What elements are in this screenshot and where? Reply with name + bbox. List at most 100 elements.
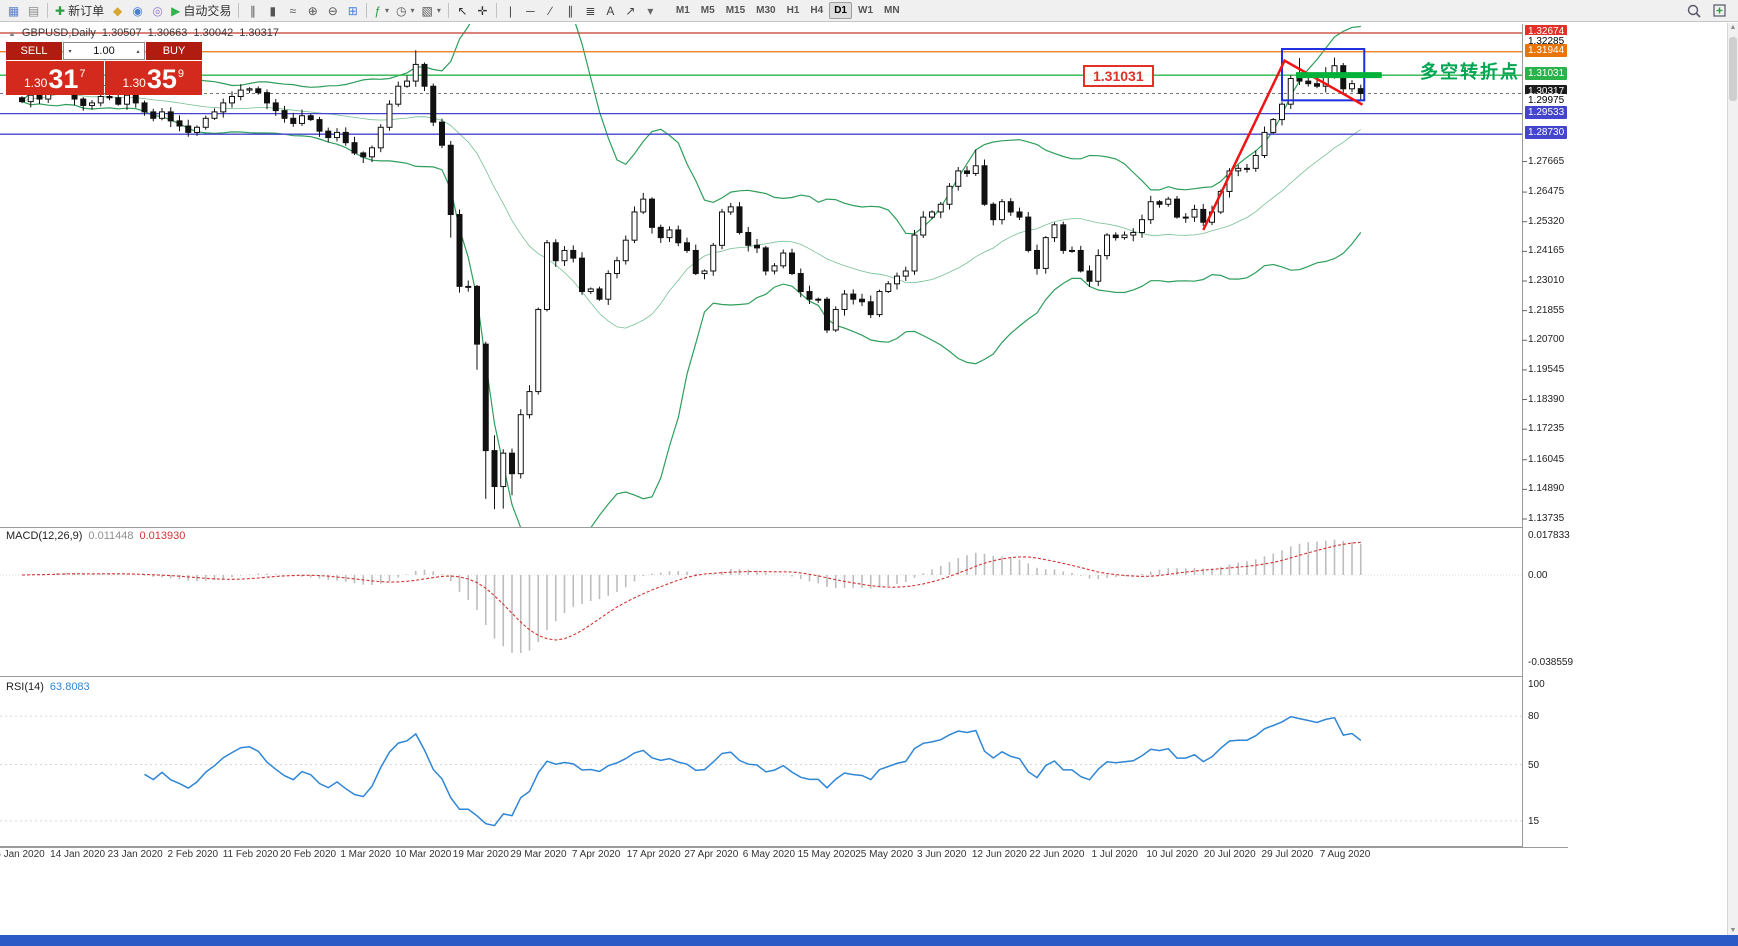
sell-price-button[interactable]: 1.30 31 7 xyxy=(6,61,104,95)
timeframe-m1[interactable]: M1 xyxy=(675,5,690,16)
arrows-tool-icon[interactable]: ↗ xyxy=(621,1,640,20)
date-label: 14 Jan 2020 xyxy=(50,849,106,860)
macd-axis-label: 0.017833 xyxy=(1528,529,1570,541)
candlestick-chart-icon[interactable]: ▮ xyxy=(263,1,282,20)
date-label: 23 Jan 2020 xyxy=(107,849,163,860)
date-label: 12 Jun 2020 xyxy=(971,849,1027,860)
volume-input[interactable]: 1.00 xyxy=(93,45,115,57)
bar-chart-icon[interactable]: ∥ xyxy=(243,1,262,20)
buy-price-button[interactable]: 1.30 35 9 xyxy=(104,61,202,95)
timeframe-h1[interactable]: H1 xyxy=(786,5,800,16)
date-label: 20 Feb 2020 xyxy=(279,849,337,860)
new-chart-icon[interactable]: ▦ xyxy=(4,1,23,20)
timeframe-d1[interactable]: D1 xyxy=(829,2,852,19)
new-order-button-label: 新订单 xyxy=(68,4,105,18)
sell-button[interactable]: SELL xyxy=(6,42,62,60)
search-icon[interactable] xyxy=(1684,1,1704,20)
turning-point-annotation[interactable]: 多空转折点 xyxy=(1420,62,1520,82)
vertical-line-icon[interactable]: | xyxy=(501,1,520,20)
volume-field[interactable]: ▾ 1.00 ▴ xyxy=(63,42,145,60)
templates-menu-button[interactable]: ▧ ▾ xyxy=(419,1,444,20)
level-price-label[interactable]: 1.31031 xyxy=(1083,65,1154,87)
community-icon-glyph: ◎ xyxy=(152,3,163,18)
channel-icon[interactable]: ∥ xyxy=(561,1,580,20)
scroll-up-arrow[interactable]: ▲ xyxy=(1729,24,1737,31)
tile-windows-icon[interactable]: ⊞ xyxy=(343,1,362,20)
rsi-name: RSI(14) xyxy=(6,681,44,693)
price-axis-label: 1.26475 xyxy=(1528,186,1565,198)
fibonacci-icon-glyph: ≣ xyxy=(585,3,596,18)
trendline-icon[interactable]: ∕ xyxy=(541,1,560,20)
timeframe-m15[interactable]: M15 xyxy=(725,5,746,16)
price-axis: 1.27665 1.26475 1.25320 1.24165 1.23010 1.218… xyxy=(1523,0,1583,946)
text-tool-icon[interactable]: A xyxy=(601,1,620,20)
rsi-axis-label: 80 xyxy=(1528,711,1540,723)
volume-up-stepper[interactable]: ▴ xyxy=(136,48,140,55)
date-label: 15 May 2020 xyxy=(797,849,856,860)
fibonacci-icon[interactable]: ≣ xyxy=(581,1,600,20)
price-axis-label: 1.20700 xyxy=(1528,334,1565,346)
shapes-dropdown[interactable]: ▾ xyxy=(641,1,660,20)
community-icon[interactable]: ◎ xyxy=(148,1,167,20)
bollinger-lower-band xyxy=(21,101,1362,527)
crosshair-icon[interactable]: ✛ xyxy=(473,1,492,20)
zoom-out-icon-glyph: ⊖ xyxy=(327,3,338,18)
arrows-tool-icon-glyph: ↗ xyxy=(625,3,636,18)
date-label: 20 Jul 2020 xyxy=(1203,849,1256,860)
new-chart-icon-glyph: ▦ xyxy=(7,3,20,18)
indicators-list-icon[interactable]: ◆ xyxy=(108,1,127,20)
ohlc-low: 1.30042 xyxy=(193,27,234,39)
new-order-button[interactable]: ✚ 新订单 xyxy=(52,1,107,20)
date-label: 7 Apr 2020 xyxy=(571,849,621,860)
timeframe-mn[interactable]: MN xyxy=(884,5,900,16)
timeframe-h4[interactable]: H4 xyxy=(810,5,824,16)
periods-menu-button[interactable]: ◷ ▾ xyxy=(393,1,418,20)
timeframe-w1[interactable]: W1 xyxy=(858,5,873,16)
price-axis-tag: 1.28730 xyxy=(1525,126,1568,140)
profiles-icon[interactable]: ▤ xyxy=(24,1,43,20)
timeframe-m5[interactable]: M5 xyxy=(700,5,715,16)
main-pane xyxy=(0,24,1522,527)
macd-pane-label: MACD(12,26,9) 0.011448 0.013930 xyxy=(6,530,185,542)
volume-down-stepper[interactable]: ▾ xyxy=(68,48,72,55)
price-axis-tag: 1.29533 xyxy=(1525,105,1568,119)
sell-price-sup: 7 xyxy=(79,68,86,80)
horizontal-line-icon-glyph: ─ xyxy=(526,3,535,18)
autotrading-button[interactable]: ▶ 自动交易 xyxy=(168,1,234,20)
price-axis-label: 1.18390 xyxy=(1528,393,1565,405)
date-label: 10 Jul 2020 xyxy=(1146,849,1199,860)
ohlc-close: 1.30317 xyxy=(239,27,279,39)
line-chart-icon-glyph: ≈ xyxy=(289,3,297,18)
line-chart-icon[interactable]: ≈ xyxy=(283,1,302,20)
candlestick-chart-icon-glyph: ▮ xyxy=(269,3,277,18)
scrollbar-thumb[interactable] xyxy=(1729,37,1737,101)
bottom-taskbar[interactable] xyxy=(0,935,1738,946)
timeframe-bar: M1 M5 M15 M30 H1 H4 D1 W1 MN xyxy=(671,2,905,19)
indicators-menu-button[interactable]: ƒ ▾ xyxy=(371,1,392,20)
rsi-axis-label: 100 xyxy=(1528,679,1545,690)
buy-button[interactable]: BUY xyxy=(146,42,202,60)
scroll-down-arrow[interactable]: ▼ xyxy=(1729,927,1737,934)
cursor-icon[interactable]: ↖ xyxy=(453,1,472,20)
zoom-in-icon[interactable]: ⊕ xyxy=(303,1,322,20)
templates-menu-button-glyph: ▧ xyxy=(421,3,433,18)
price-axis-label: 1.13735 xyxy=(1528,512,1565,524)
bollinger-upper-band xyxy=(21,24,1361,235)
rsi-value: 63.8083 xyxy=(49,681,90,693)
periods-menu-button-glyph: ◷ xyxy=(396,3,407,18)
price-axis-tag: 1.31944 xyxy=(1525,43,1568,57)
toolbar-separator xyxy=(366,3,368,18)
market-watch-icon[interactable]: ◉ xyxy=(128,1,147,20)
macd-axis-label: -0.038559 xyxy=(1528,656,1574,668)
vertical-scrollbar[interactable]: ▲ ▼ xyxy=(1727,23,1738,935)
horizontal-line-icon[interactable]: ─ xyxy=(521,1,540,20)
toolbar-separator xyxy=(238,3,240,18)
toolbar-right xyxy=(1684,1,1734,20)
timeframe-m30[interactable]: M30 xyxy=(756,5,776,16)
trendline-icon-glyph: ∕ xyxy=(549,3,552,18)
date-label: 11 Feb 2020 xyxy=(222,849,279,860)
new-window-icon[interactable] xyxy=(1710,1,1730,20)
zoom-out-icon[interactable]: ⊖ xyxy=(323,1,342,20)
date-label: 6 May 2020 xyxy=(742,849,796,860)
